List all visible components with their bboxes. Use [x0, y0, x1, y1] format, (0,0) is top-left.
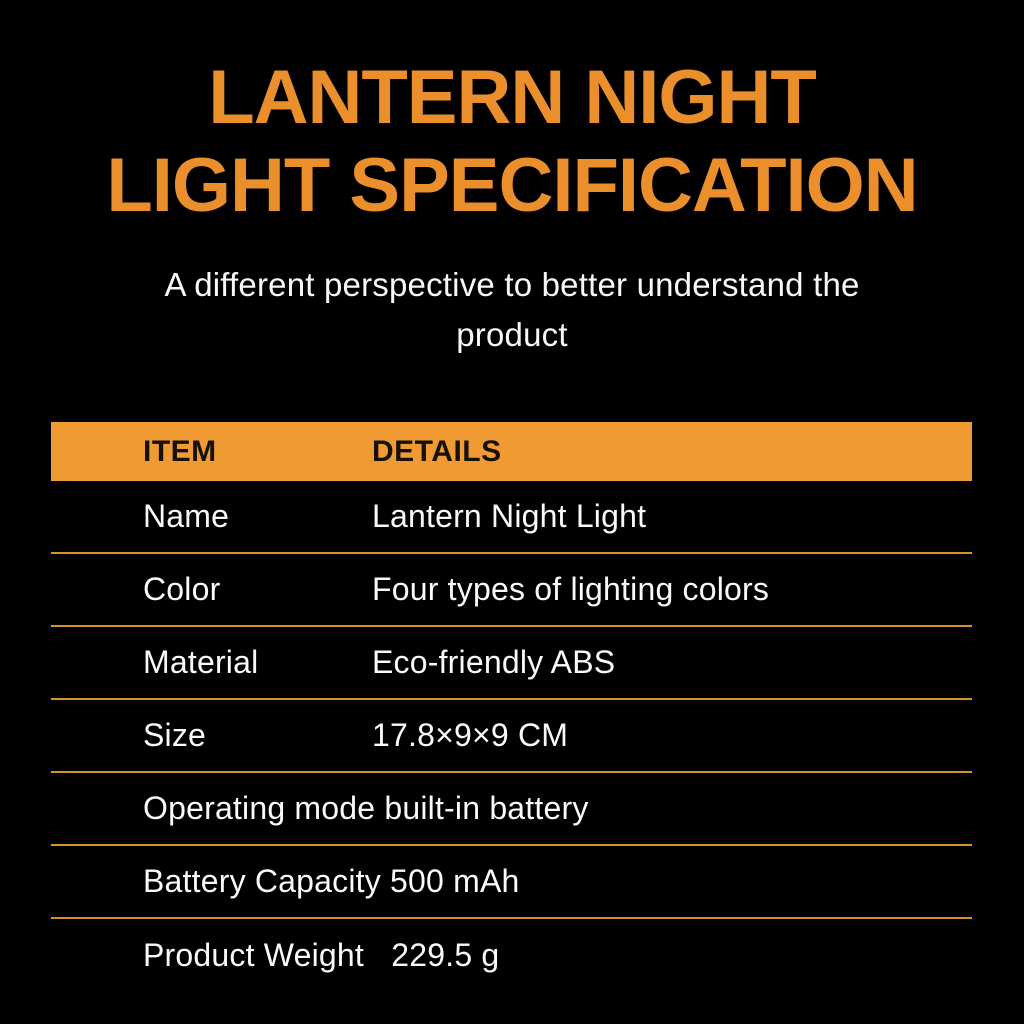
row-value: Eco-friendly ABS: [372, 644, 616, 680]
header-cell-details: DETAILS: [372, 434, 502, 468]
row-label: Material: [143, 644, 259, 680]
table-row-battery-capacity: Battery Capacity 500 mAh: [51, 846, 972, 919]
row-label: Size: [143, 717, 207, 753]
table-row-name: Name Lantern Night Light: [51, 481, 972, 554]
page-title: LANTERN NIGHT LIGHT SPECIFICATION: [40, 54, 984, 230]
row-value: 17.8×9×9 CM: [372, 717, 569, 753]
row-text: Operating mode built-in battery: [143, 790, 589, 826]
row-value: Four types of lighting colors: [372, 571, 770, 607]
row-label: Color: [143, 571, 221, 607]
spec-table-header: ITEM DETAILS: [51, 422, 972, 481]
row-text: Product Weight 229.5 g: [143, 937, 500, 973]
row-text: Battery Capacity 500 mAh: [143, 863, 520, 899]
header-cell-item: ITEM: [143, 434, 217, 468]
row-value: Lantern Night Light: [372, 498, 647, 534]
spec-table: ITEM DETAILS Name Lantern Night Light Co…: [51, 422, 972, 992]
page-title-line2: LIGHT SPECIFICATION: [106, 143, 918, 228]
table-row-operating-mode: Operating mode built-in battery: [51, 773, 972, 846]
page-title-line1: LANTERN NIGHT: [208, 55, 817, 140]
row-label: Name: [143, 498, 230, 534]
page-subtitle: A different perspective to better unders…: [164, 266, 860, 353]
table-row-material: Material Eco-friendly ABS: [51, 627, 972, 700]
table-row-size: Size 17.8×9×9 CM: [51, 700, 972, 773]
table-row-product-weight: Product Weight 229.5 g: [51, 919, 972, 992]
table-row-color: Color Four types of lighting colors: [51, 554, 972, 627]
